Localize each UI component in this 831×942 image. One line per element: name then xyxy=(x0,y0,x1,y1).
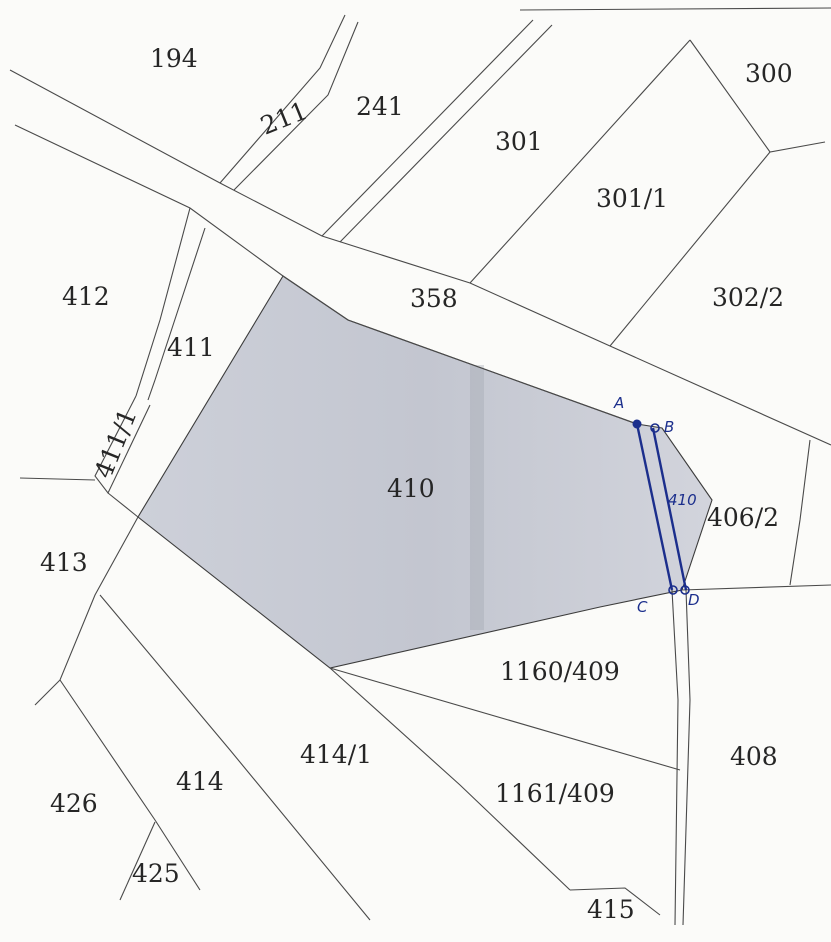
boundary-414-left xyxy=(59,679,201,891)
boundary-414-right xyxy=(99,594,371,921)
parcel-label-425: 425 xyxy=(132,859,180,888)
boundary-top-right xyxy=(519,7,831,11)
boundary-406-2-bottom xyxy=(681,584,831,591)
point-c-label: C xyxy=(637,598,648,616)
parcel-label-411-1: 411/1 xyxy=(89,405,143,483)
road-358-top-edge xyxy=(9,69,831,446)
parcel-label-426: 426 xyxy=(50,789,98,818)
point-d-label: D xyxy=(688,591,700,609)
parcel-label-358: 358 xyxy=(410,284,458,313)
parcel-label-411: 411 xyxy=(167,333,215,362)
parcel-label-302-2: 302/2 xyxy=(712,283,784,312)
parcel-label-1161-409: 1161/409 xyxy=(495,779,615,808)
parcel-label-300: 300 xyxy=(745,59,793,88)
parcel-label-301: 301 xyxy=(495,127,543,156)
boundary-301-1 xyxy=(609,151,771,347)
boundary-241-left xyxy=(321,19,534,237)
parcel-label-211: 211 xyxy=(256,96,311,141)
point-c-marker xyxy=(668,585,678,595)
parcel-label-414-1: 414/1 xyxy=(300,740,372,769)
boundary-1160-bottom xyxy=(329,667,681,771)
boundary-411-right xyxy=(147,227,206,401)
boundary-411-strip xyxy=(94,395,151,495)
boundary-301 xyxy=(469,39,691,284)
strip-line-bd xyxy=(651,427,688,591)
parcel-label-194: 194 xyxy=(150,44,198,73)
boundary-411-left xyxy=(135,207,191,397)
parcel-label-408: 408 xyxy=(730,742,778,771)
boundary-211-left xyxy=(219,14,346,184)
point-a-marker xyxy=(632,419,642,429)
point-a-label: A xyxy=(613,394,624,412)
strip-label: 410 xyxy=(668,491,697,509)
road-408-left xyxy=(671,589,679,926)
point-b-marker xyxy=(650,423,660,433)
parcel-label-412: 412 xyxy=(62,282,110,311)
road-358-bottom-edge xyxy=(14,124,638,425)
boundary-414-1-right xyxy=(329,667,571,891)
boundary-415 xyxy=(569,887,661,916)
parcel-410-area[interactable] xyxy=(137,275,713,669)
scan-crease xyxy=(470,365,484,630)
boundary-241-right xyxy=(339,24,553,243)
boundary-413-lower xyxy=(34,516,139,706)
parcel-label-413: 413 xyxy=(40,548,88,577)
parcel-label-1160-409: 1160/409 xyxy=(500,657,620,686)
strip-line-ac xyxy=(635,423,674,591)
parcel-label-241: 241 xyxy=(356,92,404,121)
boundary-300 xyxy=(689,39,826,153)
parcel-label-415: 415 xyxy=(587,895,635,924)
parcel-label-410: 410 xyxy=(387,474,435,503)
boundary-406-2-right xyxy=(789,439,811,586)
parcel-label-406-2: 406/2 xyxy=(707,503,779,532)
parcel-label-301-1: 301/1 xyxy=(596,184,668,213)
point-b-label: B xyxy=(664,418,674,436)
boundary-425 xyxy=(119,821,156,901)
point-d-marker xyxy=(680,585,690,595)
parcel-label-414: 414 xyxy=(176,767,224,796)
boundary-211-right xyxy=(233,21,359,191)
boundary-413-top xyxy=(19,477,96,481)
road-408-right xyxy=(682,589,691,926)
boundary-413-right xyxy=(107,492,139,518)
